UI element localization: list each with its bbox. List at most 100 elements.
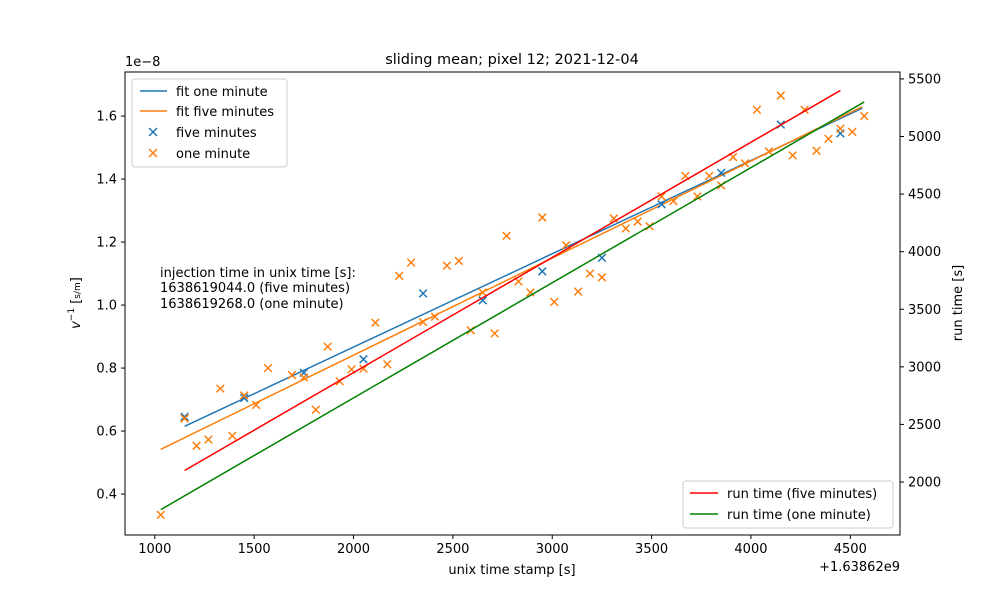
x-tick-label: 1500 [238,542,271,557]
data-point [847,127,857,137]
data-point [287,370,297,380]
legend-label: five minutes [176,126,257,141]
data-point [216,384,225,393]
annotation-line: 1638619044.0 (five minutes) [160,281,350,296]
y-axis-left: 0.4 0.6 0.8 1.0 1.2 1.4 1.6 [96,110,125,503]
x-tick-label: 3000 [536,542,569,557]
x-tick-label: 4500 [834,542,867,557]
x-axis-label: unix time stamp [s] [448,563,575,578]
x-tick-label: 2000 [337,542,370,557]
annotation: injection time in unix time [s]: 1638619… [160,266,356,312]
data-point [430,312,440,322]
legend-label: one minute [176,147,250,162]
y-right-tick-label: 4500 [908,188,941,203]
y-exponent-label: 1e−8 [125,55,160,70]
data-point [776,91,786,100]
series-line [184,89,841,472]
data-point [788,151,798,160]
legend-upper-left: fit one minute fit five minutes five min… [131,78,288,168]
y-tick-label: 1.6 [96,110,117,125]
y-tick-label: 0.4 [96,488,117,503]
data-point [263,363,273,373]
data-point [478,288,488,297]
data-point [442,261,452,271]
data-point [478,296,488,305]
data-point [156,510,166,520]
data-point [418,289,428,298]
legend-label: run time (five minutes) [727,487,877,502]
data-point [180,412,189,422]
x-offset-label: +1.63862e9 [819,560,900,575]
y-right-tick-label: 2500 [908,418,941,433]
data-point [764,147,774,156]
data-point [526,288,535,297]
y-tick-label: 0.8 [96,362,117,377]
plot-area-frame [124,71,901,536]
data-point [251,400,261,410]
chart-title: sliding mean; pixel 12; 2021-12-04 [385,52,639,68]
y-tick-label: 1.4 [96,173,117,188]
data-point [585,269,595,278]
data-point [382,359,392,369]
y-right-tick-label: 5500 [908,72,941,87]
data-point [239,393,249,403]
legend-label: fit one minute [176,85,268,100]
x-tick-label: 3500 [635,542,668,557]
y-right-tick-label: 3000 [908,360,941,375]
data-point [812,146,821,156]
data-point [192,441,201,451]
data-point [633,217,643,226]
y-right-tick-label: 2000 [908,476,941,491]
y-right-tick-label: 4000 [908,245,941,260]
data-point [549,297,559,307]
y-tick-label: 1.2 [96,236,117,251]
data-point [824,134,833,144]
y-axis-label-right: run time [s] [951,265,966,341]
data-point [573,287,583,296]
data-point [704,171,714,181]
x-tick-label: 2500 [436,542,469,557]
data-point [406,258,416,267]
y-right-tick-label: 3500 [908,303,941,318]
series-line [160,101,865,511]
data-point [740,159,750,168]
data-point [836,124,845,134]
data-point [490,329,499,338]
x-tick-label: 1000 [138,542,171,557]
data-point [227,431,237,441]
data-point [537,267,547,276]
data-point [597,273,607,282]
legend-lower-right: run time (five minutes) run time (one mi… [682,480,894,529]
series-layer [156,89,869,520]
data-point [716,168,726,178]
data-point [323,342,333,351]
data-point [657,199,666,209]
data-point [621,224,631,233]
data-point [752,105,762,115]
data-point [859,111,869,121]
data-point [657,192,666,201]
data-point [239,391,249,400]
data-point [371,318,380,328]
data-point [502,231,511,241]
data-point [311,405,321,414]
data-point [180,414,189,423]
y-tick-label: 0.6 [96,425,117,440]
x-tick-label: 4000 [734,542,767,557]
legend-label: run time (one minute) [727,508,871,523]
legend-box [682,480,894,529]
data-point [299,373,309,382]
y-tick-label: 1.0 [96,299,117,314]
data-point [537,213,547,222]
data-point [204,435,213,444]
annotation-line: 1638619268.0 (one minute) [160,297,344,312]
data-point [454,256,464,266]
legend-box [131,78,288,168]
data-point [394,271,404,281]
legend-label: fit five minutes [176,105,274,120]
data-point [418,317,428,327]
data-point [692,192,702,201]
data-point [359,354,368,364]
annotation-line: injection time in unix time [s]: [160,266,356,281]
